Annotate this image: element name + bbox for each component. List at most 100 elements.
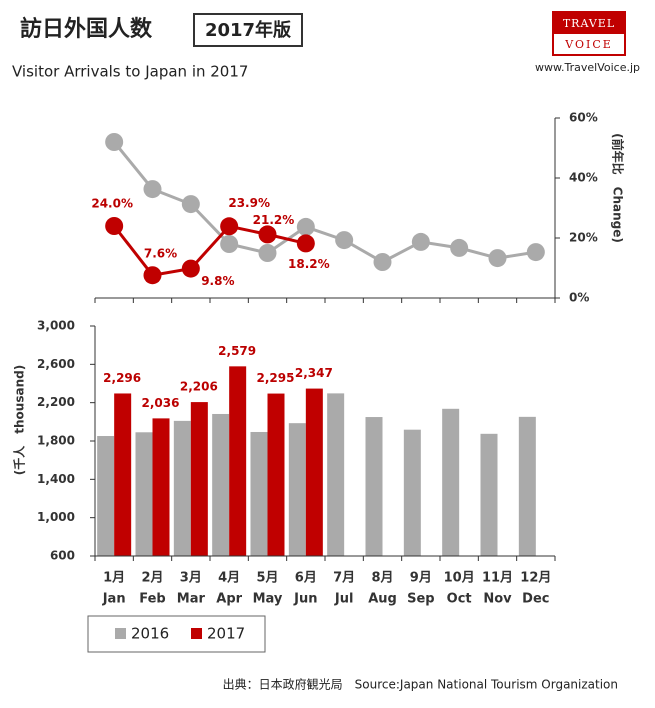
bar [212,413,230,556]
x-tick-label: 10月 [444,571,475,586]
logo-band [553,12,625,34]
data-label: 2,347 [295,366,333,380]
x-tick-label: Apr [216,592,242,607]
subtitle: Visitor Arrivals to Japan in 2017 [12,63,248,81]
y-tick-label: 1,800 [37,434,75,448]
y-tick-label: 2,200 [37,395,75,409]
bar [267,393,285,556]
marker [488,249,507,268]
marker [526,243,545,262]
marker [411,232,430,251]
marker [258,225,277,244]
logo-text: TRAVEL [563,17,615,30]
bar [365,417,383,556]
x-tick-label: 9月 [410,571,432,586]
x-tick-label: 12月 [520,571,551,586]
url: www.TravelVoice.jp [535,61,640,74]
y-tick-label: 3,000 [37,319,75,333]
line [113,141,537,264]
legend-swatch [191,628,202,639]
x-tick-label: 6月 [295,571,317,586]
x-tick-label: 4月 [218,571,240,586]
data-label: 18.2% [288,257,330,271]
x-tick-label: May [253,592,283,607]
marker [105,133,124,151]
data-label: 2,206 [180,380,218,394]
marker [105,217,124,235]
logo-text: VOICE [564,38,613,51]
x-tick-label: Jul [334,592,354,607]
bar [190,402,208,556]
data-label: 21.2% [253,213,295,227]
data-label: 2,579 [218,344,256,358]
marker [143,266,162,285]
x-tick-label: 5月 [256,571,278,586]
x-tick-label: Jan [102,592,126,607]
data-label: 7.6% [144,247,177,261]
x-tick-label: Feb [139,592,165,607]
bar [229,366,247,556]
x-tick-label: Nov [483,592,512,607]
y-tick-label: 2,600 [37,357,75,371]
edition: 2017年版 [205,19,291,41]
marker [296,217,315,236]
x-tick-label: Mar [177,592,206,607]
marker [220,235,239,253]
x-tick-label: Jun [293,592,317,607]
marker [220,217,239,236]
data-label: 2,296 [103,371,141,385]
x-tick-label: 7月 [333,571,355,586]
x-tick-label: 8月 [371,571,393,586]
y-tick-label: 600 [50,549,75,563]
bar [288,423,306,556]
marker [143,180,162,199]
x-tick-label: 3月 [180,571,202,586]
data-label: 23.9% [228,196,270,210]
marker [335,231,354,250]
axis-label: (前年比 Change) [611,133,626,243]
edition-box [193,13,303,47]
bar [152,418,170,556]
legend-label: 2016 [131,625,169,643]
legend-label: 2017 [207,625,245,643]
bar [442,408,460,556]
x-tick-label: Sep [407,592,435,607]
bar [518,416,536,556]
y-tick-label: 1,400 [37,472,75,486]
bar [305,388,323,556]
legend-box [87,615,266,653]
marker [181,259,200,278]
marker [450,238,469,257]
x-tick-label: 1月 [103,571,125,586]
bar [403,429,421,556]
bar [327,393,345,556]
y-tick-label: 40% [569,171,598,185]
data-label: 9.8% [201,274,234,288]
bar [250,431,268,556]
x-tick-label: 2月 [141,571,163,586]
y-tick-label: 60% [569,111,598,125]
bar [97,436,115,556]
x-tick-label: Aug [368,592,397,607]
axis-label: (千人 thousand) [12,365,27,475]
bar [480,433,498,556]
marker [296,234,315,253]
data-label: 2,295 [257,371,295,385]
data-label: 24.0% [91,197,133,211]
x-tick-label: Dec [522,592,549,607]
legend-swatch [115,628,126,639]
marker [181,195,200,214]
source: 出典：日本政府観光局 Source:Japan National Tourism… [223,677,618,692]
bar [114,393,132,556]
bar [173,420,191,556]
y-tick-label: 0% [569,291,589,305]
x-tick-label: 11月 [482,571,513,586]
title: 訪日外国人数 [20,16,153,42]
x-tick-label: Oct [447,592,472,607]
bar [135,432,153,556]
marker [373,253,392,271]
y-tick-label: 1,000 [37,510,75,524]
marker [258,244,277,262]
data-label: 2,036 [142,396,180,410]
